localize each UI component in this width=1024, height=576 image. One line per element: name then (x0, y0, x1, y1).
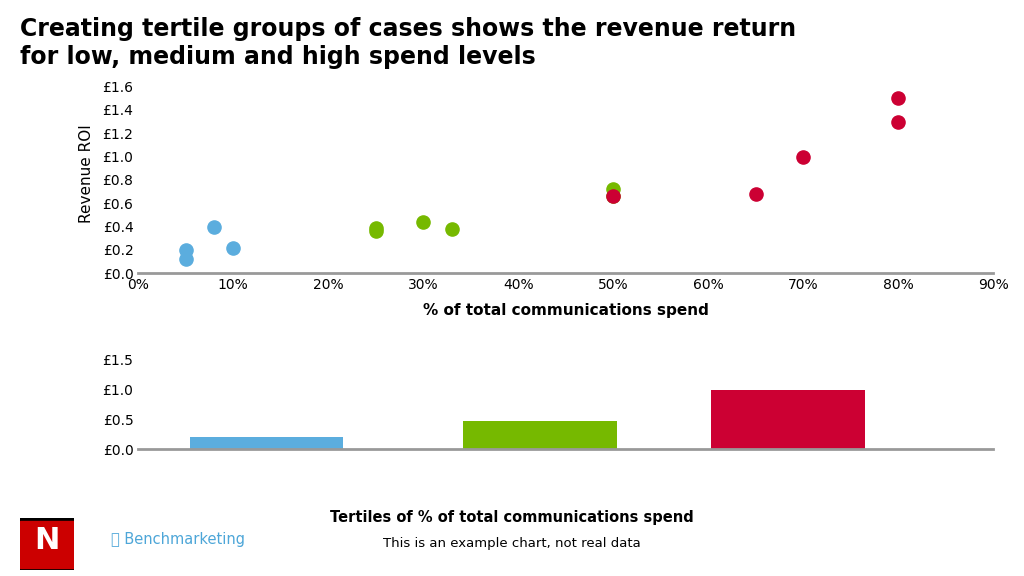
Text: This is an example chart, not real data: This is an example chart, not real data (383, 537, 641, 550)
Point (890, 117, 906, 126)
Point (605, 185, 622, 194)
Point (795, 152, 811, 161)
Bar (711, 390, 865, 449)
Point (225, 243, 242, 252)
Text: 不 Benchmarketing: 不 Benchmarketing (111, 532, 245, 547)
Point (177, 255, 194, 264)
Point (748, 190, 764, 199)
Point (368, 223, 384, 232)
Point (206, 222, 222, 231)
Text: Creating tertile groups of cases shows the revenue return
for low, medium and hi: Creating tertile groups of cases shows t… (20, 17, 797, 69)
Point (605, 192, 622, 201)
Text: N: N (35, 526, 59, 555)
Bar (463, 421, 617, 449)
X-axis label: % of total communications spend: % of total communications spend (423, 303, 709, 319)
Y-axis label: Revenue ROI: Revenue ROI (79, 125, 94, 223)
Point (368, 227, 384, 236)
Text: Tertiles of % of total communications spend: Tertiles of % of total communications sp… (330, 510, 694, 525)
Point (890, 94, 906, 103)
Point (605, 192, 622, 201)
Bar (189, 437, 343, 449)
Point (443, 224, 460, 233)
Point (177, 245, 194, 255)
Point (415, 217, 431, 226)
